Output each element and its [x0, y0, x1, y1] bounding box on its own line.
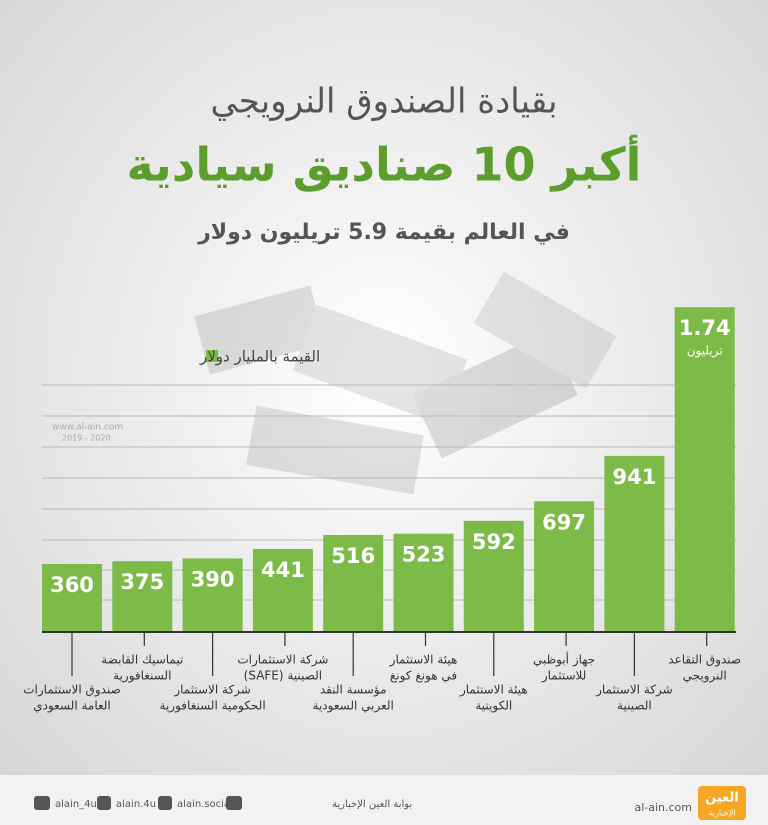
- twitter-icon: [34, 796, 50, 810]
- bar: [42, 564, 102, 631]
- x-tick-label: العامة السعودي: [33, 699, 111, 714]
- x-tick-label: الصينية (SAFE): [244, 669, 322, 683]
- watermark: 2019 - 2020: [62, 434, 111, 443]
- bar: [182, 558, 243, 631]
- x-tick-label: هيئة الاستثمار: [389, 653, 458, 668]
- value-label: 523: [402, 543, 446, 567]
- x-tick-label: الصينية: [617, 699, 652, 713]
- bar: [604, 455, 665, 631]
- x-tick-label: شركة الاستثمار: [595, 683, 673, 698]
- watermark: www.al-ain.com: [52, 423, 123, 433]
- value-label: 441: [261, 558, 305, 582]
- legend-swatch: [206, 350, 218, 362]
- x-tick-label: صندوق الاستثمارات: [23, 683, 121, 698]
- bar: [252, 548, 313, 631]
- x-tick-label: تيماسيك القابضة: [101, 653, 183, 667]
- social-handle: alain_4u: [55, 799, 97, 810]
- x-tick-label: في هونغ كونغ: [390, 669, 457, 684]
- x-tick-label: هيئة الاستثمار: [459, 683, 528, 698]
- logo: [698, 786, 746, 820]
- x-tick-label: جهاز أبوظبي: [533, 652, 595, 668]
- portal-name: بوابة العين الإخبارية: [332, 799, 412, 810]
- facebook-icon: [158, 796, 172, 810]
- site-url: al-ain.com: [634, 801, 692, 814]
- value-label: 1.74: [679, 316, 731, 340]
- x-tick-label: شركة الاستثمار: [173, 683, 251, 698]
- x-tick-label: للاستثمار: [541, 669, 587, 684]
- value-label: 592: [472, 530, 516, 554]
- bar: [323, 534, 384, 631]
- logo-text: الإخبارية: [709, 809, 736, 819]
- value-unit: تريليون: [687, 344, 723, 359]
- youtube-icon: [226, 796, 242, 810]
- chart-title: أكبر 10 صناديق سيادية: [127, 135, 642, 192]
- logo-text: العين: [705, 791, 739, 806]
- subtitle: بقيادة الصندوق النرويجي: [210, 82, 557, 122]
- bar: [534, 501, 595, 631]
- value-label: 516: [331, 544, 375, 568]
- bar: [463, 520, 524, 631]
- bar: [112, 561, 173, 631]
- money-decoration: [194, 271, 617, 495]
- instagram-icon: [97, 796, 111, 810]
- social-handle: alain.social: [177, 799, 233, 810]
- x-tick-label: مؤسسة النقد: [320, 683, 387, 698]
- bar: [393, 533, 454, 631]
- x-tick-label: العربي السعودية: [313, 699, 394, 714]
- value-label: 390: [191, 567, 235, 591]
- value-label: 941: [612, 465, 656, 489]
- x-tick-label: النرويجي: [683, 669, 727, 684]
- value-label: 697: [542, 510, 586, 534]
- legend-label: القيمة بالمليار دولار: [199, 348, 320, 366]
- social-handle: alain.4u: [116, 799, 156, 810]
- x-tick-label: السنغافورية: [113, 669, 171, 684]
- bar: [674, 307, 735, 631]
- value-label: 375: [120, 570, 164, 594]
- x-tick-label: شركة الاستثمارات: [237, 653, 328, 668]
- caption: في العالم بقيمة 5.9 تريليون دولار: [197, 220, 570, 245]
- x-tick-label: صندوق التقاعد: [668, 653, 741, 668]
- x-tick-label: الحكومية السنغافورية: [160, 699, 266, 714]
- footer-bar: [0, 775, 768, 825]
- x-tick-label: الكويتية: [475, 699, 512, 714]
- value-label: 360: [50, 573, 94, 597]
